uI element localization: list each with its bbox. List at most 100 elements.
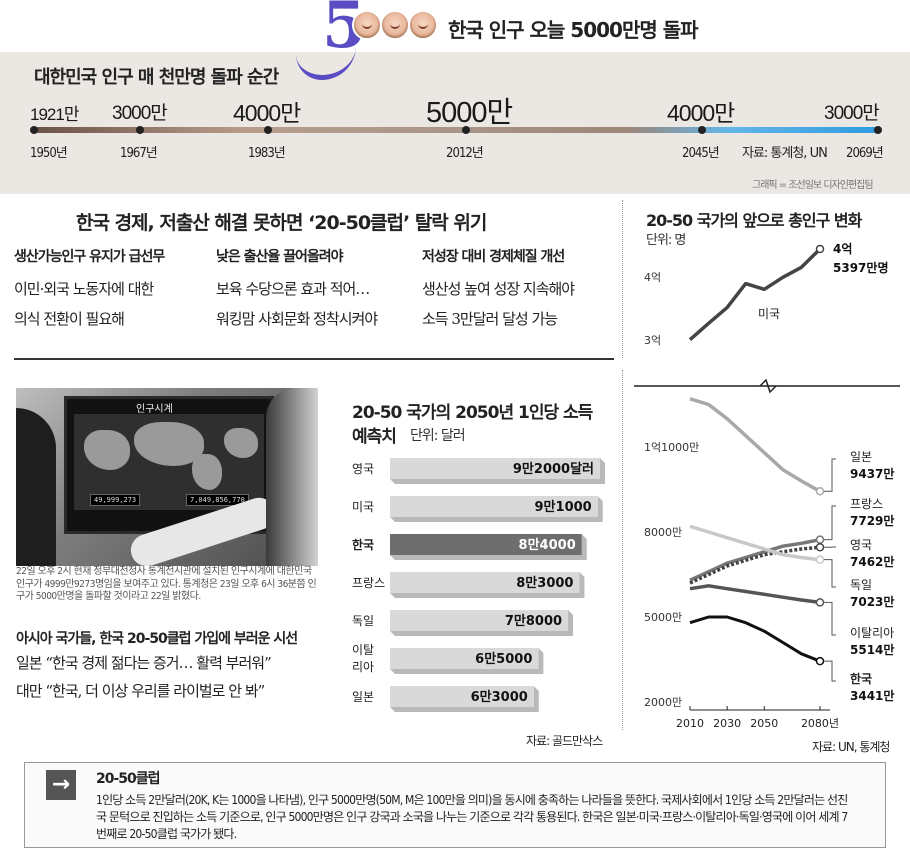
bar-shadow — [390, 648, 544, 674]
crisis-column-line: 보육 수당으론 효과 적어… — [216, 280, 370, 298]
end-label-leader — [824, 660, 836, 682]
crisis-headline: 한국 경제, 저출산 해결 못하면 ‘20-50클럽’ 탈락 위기 — [76, 212, 487, 234]
x-tick-label: 2010 — [676, 717, 704, 730]
bar-shadow — [390, 572, 585, 598]
series-line — [689, 545, 821, 585]
y-tick-label: 5000만 — [644, 611, 682, 624]
series-line — [689, 537, 821, 582]
asia-quote: 일본 “한국 경제 젊다는 증거… 활력 부러워” — [16, 654, 272, 672]
crisis-column-line: 소득 3만달러 달성 가능 — [422, 310, 558, 328]
bar-value-label: 6만5000 — [475, 651, 532, 667]
timeline-marker — [136, 126, 144, 134]
crisis-column-line: 생산성 높여 성장 지속해야 — [422, 280, 575, 298]
map-landmass — [192, 454, 222, 490]
series-end-point — [815, 487, 825, 496]
end-label-name: 독일 — [850, 578, 872, 592]
baby-face-icon — [380, 10, 410, 40]
series-end-point — [815, 555, 825, 564]
logo-swoosh — [296, 40, 356, 80]
page-title: 한국 인구 오늘 5000만명 돌파 — [448, 18, 699, 42]
bar — [390, 610, 569, 631]
bar-value-label: 9만1000 — [535, 499, 592, 515]
y-tick-label: 8000만 — [644, 526, 682, 539]
crisis-column-line: 이민·외국 노동자에 대한 — [14, 280, 154, 298]
axis-break-icon — [759, 378, 777, 394]
timeline-year: 1967년 — [120, 146, 158, 161]
series-end-point — [815, 656, 825, 666]
timeline-source: 자료: 통계청, UN — [742, 146, 828, 161]
bar-value-label: 8만4000 — [519, 537, 576, 553]
end-label-value: 7729만 — [850, 513, 894, 528]
timeline-value: 3000만 — [112, 103, 168, 124]
bar — [390, 648, 539, 669]
end-label-name: 프랑스 — [850, 497, 883, 511]
x-tick-label: 2080년 — [801, 717, 839, 730]
timeline-marker — [874, 126, 882, 134]
bar-shadow — [390, 458, 605, 484]
y-tick-label: 4억 — [644, 271, 661, 284]
baby-face-icon — [352, 10, 382, 40]
bar-category-label: 프랑스 — [352, 576, 385, 590]
graphic-credit: 그래픽 = 조선일보 디자인편집팀 — [752, 180, 874, 191]
timeline-year: 2069년 — [846, 146, 884, 161]
timeline-value: 1921만 — [30, 105, 79, 124]
definition-box — [24, 762, 886, 848]
timeline-panel — [0, 52, 910, 194]
series-line — [688, 247, 822, 342]
photo-counter-korea: 49,999,273 — [90, 494, 141, 506]
crisis-column-head: 낮은 출산율 끌어올려야 — [216, 249, 344, 265]
crisis-column-line: 워킹맘 사회문화 정착시켜야 — [216, 310, 378, 328]
timeline-value: 3000만 — [824, 103, 880, 124]
line-chart-title: 20-50 국가의 앞으로 총인구 변화 — [646, 211, 862, 230]
bar — [390, 496, 598, 517]
end-label-leader — [824, 458, 836, 492]
timeline-bar — [34, 127, 880, 133]
end-label-value: 5514만 — [850, 642, 894, 657]
asia-quote: 대만 “한국, 더 이상 우리를 라이벌로 안 봐” — [16, 682, 265, 700]
end-label-value: 5397만명 — [833, 260, 888, 275]
end-label-name: 일본 — [850, 450, 872, 464]
end-label-value: 9437만 — [850, 466, 894, 481]
end-label-value: 7462만 — [850, 554, 894, 569]
timeline-year: 2012년 — [446, 146, 484, 161]
series-line — [689, 584, 821, 605]
x-tick-label: 2030 — [713, 717, 741, 730]
end-label-name: 이탈리아 — [850, 626, 894, 640]
asia-headline: 아시아 국가들, 한국 20-50클럽 가입에 부러운 시선 — [16, 631, 298, 647]
map-landmass — [84, 430, 130, 470]
population-clock-photo: 인구시계 49,999,273 7,049,856,770 — [16, 388, 318, 566]
end-label-name: 영국 — [850, 538, 872, 552]
timeline-marker — [30, 126, 38, 134]
photo-person — [266, 388, 318, 566]
line-chart-source: 자료: UN, 통계청 — [812, 740, 890, 754]
column-divider — [622, 370, 623, 730]
column-divider — [622, 200, 623, 358]
bar-category-label: 독일 — [352, 614, 374, 628]
line-chart-unit: 단위: 명 — [646, 233, 686, 248]
series-end-point — [815, 598, 825, 607]
timeline-marker — [698, 126, 706, 134]
bar-category-label: 일본 — [352, 690, 374, 704]
logo-baby-faces — [352, 2, 444, 46]
bar-chart-title: 예측치 — [352, 427, 397, 447]
crisis-column-line: 의식 전환이 필요해 — [14, 310, 125, 328]
bar-chart-source: 자료: 골드만삭스 — [526, 734, 603, 748]
definition-title: 20-50클럽 — [96, 771, 161, 787]
population-line-chart: 4억 3억 1억1000만 8000만 5000만 2000만 2010 2030 2050 20… — [634, 242, 900, 730]
crisis-column-head: 생산가능인구 유지가 급선무 — [14, 249, 165, 265]
baby-face-icon — [408, 10, 438, 40]
end-label-value: 3441만 — [850, 688, 894, 703]
bar-shadow — [390, 496, 603, 522]
bar-chart-title: 20-50 국가의 2050년 1인당 소득 — [352, 403, 593, 423]
y-tick-label: 3억 — [644, 334, 661, 347]
bar — [390, 458, 600, 479]
photo-screen-title: 인구시계 — [136, 404, 173, 415]
y-tick-label: 1억1000만 — [644, 441, 699, 454]
timeline-title: 대한민국 인구 매 천만명 돌파 순간 — [34, 67, 279, 88]
bar-shadow — [390, 686, 539, 712]
timeline-marker — [462, 126, 470, 134]
series-label: 미국 — [758, 307, 780, 321]
bar-category-label: 리아 — [352, 660, 374, 674]
bar-chart-unit: 단위: 달러 — [410, 428, 466, 444]
